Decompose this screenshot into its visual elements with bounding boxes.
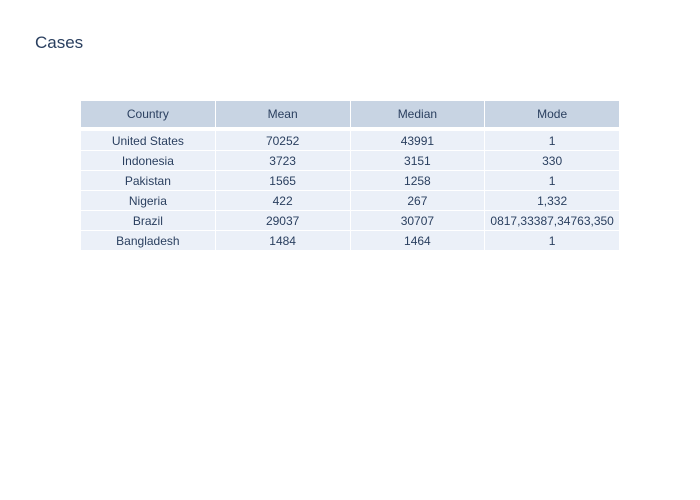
table-cell-country: Nigeria <box>80 190 216 211</box>
column-header-country: Country <box>80 100 216 128</box>
table-cell-median: 1258 <box>349 170 486 191</box>
table-cell-mean: 422 <box>214 190 351 211</box>
table-cell-mean: 1565 <box>214 170 351 191</box>
column-header-mode: Mode <box>484 100 620 128</box>
table-cell-mean: 3723 <box>214 150 351 171</box>
table-row: Bangladesh 1484 1464 1 <box>80 230 620 251</box>
table-row: Brazil 29037 30707 0817,33387,34763,350 <box>80 210 620 231</box>
column-header-mean: Mean <box>214 100 351 128</box>
table-header-row: Country Mean Median Mode <box>80 100 620 128</box>
table-cell-country: Indonesia <box>80 150 216 171</box>
table-cell-country: United States <box>80 130 216 151</box>
table-row: Pakistan 1565 1258 1 <box>80 170 620 191</box>
header-gap <box>80 127 620 131</box>
table-cell-mode: 1 <box>484 130 620 151</box>
table-cell-mode: 330 <box>484 150 620 171</box>
table-cell-country: Bangladesh <box>80 230 216 251</box>
table-row: United States 70252 43991 1 <box>80 130 620 151</box>
table-cell-mean: 70252 <box>214 130 351 151</box>
cases-table: Country Mean Median Mode United States 7… <box>80 100 620 251</box>
table-row: Nigeria 422 267 1,332 <box>80 190 620 211</box>
table-cell-median: 3151 <box>349 150 486 171</box>
table-cell-mode: 1 <box>484 230 620 251</box>
table-cell-mean: 1484 <box>214 230 351 251</box>
table-cell-mean: 29037 <box>214 210 351 231</box>
table-row: Indonesia 3723 3151 330 <box>80 150 620 171</box>
table-cell-country: Pakistan <box>80 170 216 191</box>
cases-table-container: Country Mean Median Mode United States 7… <box>80 100 620 251</box>
table-cell-median: 30707 <box>349 210 486 231</box>
table-cell-median: 43991 <box>349 130 486 151</box>
table-cell-median: 1464 <box>349 230 486 251</box>
table-cell-median: 267 <box>349 190 486 211</box>
chart-title: Cases <box>35 33 84 52</box>
table-cell-country: Brazil <box>80 210 216 231</box>
table-cell-mode: 1,332 <box>484 190 620 211</box>
header-gap-cell <box>80 127 620 131</box>
table-cell-mode: 1 <box>484 170 620 191</box>
column-header-median: Median <box>349 100 486 128</box>
table-cell-mode: 0817,33387,34763,350 <box>484 210 620 231</box>
